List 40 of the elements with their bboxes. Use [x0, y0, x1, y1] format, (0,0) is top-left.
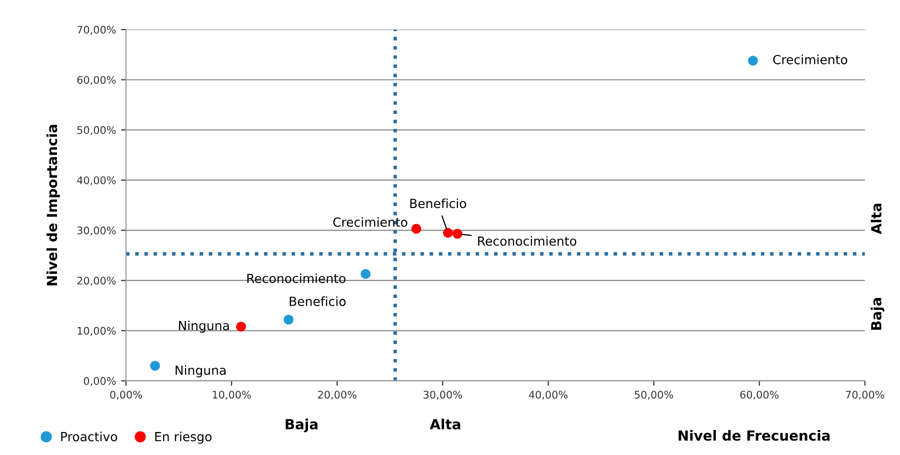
- point: [284, 314, 294, 325]
- y-tick-label: 20,00%: [77, 276, 116, 286]
- annotation: Reconocimiento: [478, 236, 576, 246]
- y-tick-label: 50,00%: [77, 126, 116, 136]
- legend-label: En riesgo: [155, 432, 212, 444]
- point: [150, 360, 160, 371]
- y-tick-label: 60,00%: [77, 76, 116, 85]
- annotation: Reconocimiento: [247, 273, 346, 284]
- y-tick-label: 10,00%: [78, 326, 116, 336]
- text: Baja: [870, 298, 884, 330]
- annotation: Ninguna: [176, 365, 226, 378]
- x-tick-label: 50,00%: [634, 390, 674, 400]
- x-axis-title: Nivel de Frecuencia: [678, 430, 830, 441]
- point: [748, 56, 758, 66]
- annotation: Beneficio: [290, 296, 346, 306]
- y-tick-label: 70,00%: [77, 26, 116, 35]
- y-axis-title: Nivel de Importancia: [46, 124, 60, 286]
- y-tick-label: 0,00%: [84, 377, 116, 386]
- point: [443, 228, 453, 238]
- point: [452, 228, 462, 239]
- x-tick-label: 40,00%: [528, 390, 568, 400]
- text: Alta: [870, 204, 882, 234]
- legend-label: Proactivo: [61, 432, 118, 442]
- x-tick-label: 60,00%: [740, 390, 779, 400]
- text: Alta: [430, 418, 460, 430]
- annotation: Beneficio: [410, 198, 466, 208]
- x-tick-label: 70,00%: [846, 390, 884, 400]
- y-tick-label: 30,00%: [77, 226, 116, 236]
- x-tick-label: 20,00%: [318, 390, 356, 400]
- annotation: Ninguna: [178, 320, 229, 333]
- x-tick-label: 10,00%: [212, 390, 251, 400]
- text: Baja: [286, 418, 318, 432]
- point: [236, 322, 246, 332]
- point: [411, 224, 422, 234]
- annotation: Crecimiento: [773, 54, 848, 64]
- x-tick-label: 0,00%: [110, 390, 142, 400]
- y-tick-label: 40,00%: [77, 176, 116, 186]
- point: [360, 269, 371, 279]
- x-tick-label: 30,00%: [424, 390, 462, 400]
- annotation: Crecimiento: [333, 217, 408, 227]
